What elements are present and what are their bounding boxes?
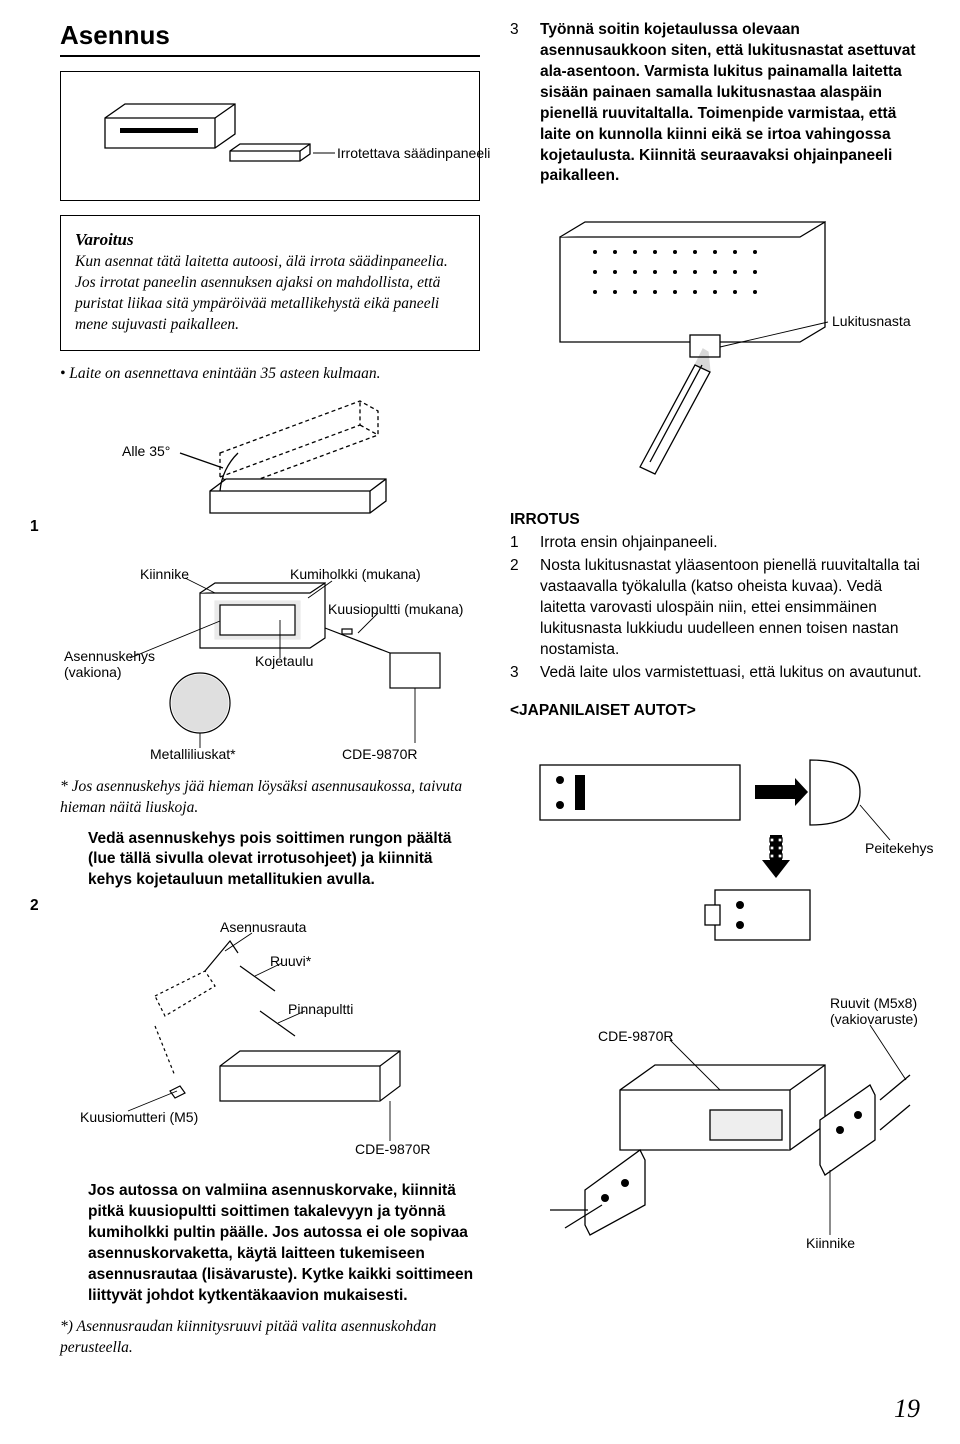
label-metalliliuskat: Metalliliuskat*: [150, 746, 236, 762]
label-kojetaulu: Kojetaulu: [255, 653, 313, 669]
angle-bullet: • Laite on asennettava enintään 35 astee…: [60, 365, 480, 383]
label-kuusiomutteri: Kuusiomutteri (M5): [80, 1109, 198, 1125]
angle-diagram-svg: [60, 393, 460, 553]
label-ruuvi: Ruuvi*: [270, 953, 311, 969]
removal-2-text: Nosta lukitusnastat yläasentoon pienellä…: [540, 556, 930, 661]
label-model2: CDE-9870R: [355, 1141, 430, 1157]
faceplate-diagram-svg: [75, 86, 475, 186]
label-kiinnike2: Kiinnike: [806, 1235, 855, 1251]
removal-1-text: Irrota ensin ohjainpaneeli.: [540, 533, 718, 554]
removal-step-2: 2 Nosta lukitusnastat yläasentoon pienel…: [510, 556, 930, 661]
step-3-text: Työnnä soitin kojetaulussa olevaan asenn…: [540, 20, 930, 187]
step-3: 3 Työnnä soitin kojetaulussa olevaan ase…: [510, 20, 930, 187]
step-3-num: 3: [510, 20, 540, 187]
label-kuusiopultti: Kuusiopultti (mukana): [328, 601, 463, 617]
removal-3-num: 3: [510, 663, 540, 684]
removal-step-3: 3 Vedä laite ulos varmistettuasi, että l…: [510, 663, 930, 684]
removal-2-num: 2: [510, 556, 540, 661]
label-lukitusnasta: Lukitusnasta: [832, 313, 911, 329]
label-ruuvit: Ruuvit (M5x8) (vakiovaruste): [830, 995, 918, 1027]
label-peitekehys: Peitekehys: [865, 840, 933, 856]
note-star: * Jos asennuskehys jää hieman löysäksi a…: [60, 777, 480, 819]
label-model1: CDE-9870R: [342, 746, 417, 762]
removal-step-1: 1 Irrota ensin ohjainpaneeli.: [510, 533, 930, 554]
label-asennuskehys: Asennuskehys (vakiona): [64, 648, 155, 680]
bracket-diagram-svg: [60, 901, 480, 1171]
note-star-2: *) Asennusraudan kiinnitysruuvi pitää va…: [60, 1317, 480, 1359]
label-pinnapultti: Pinnapultti: [288, 1001, 353, 1017]
step-2-marker: 2: [30, 897, 39, 915]
label-kiinnike: Kiinnike: [140, 566, 189, 582]
warning-heading: Varoitus: [75, 230, 465, 250]
label-kumiholkki: Kumiholkki (mukana): [290, 566, 421, 582]
step-1-marker: 1: [30, 518, 39, 536]
lockpin-diagram-svg: [510, 207, 930, 497]
warning-box: Varoitus Kun asennat tätä laitetta autoo…: [60, 215, 480, 351]
diagram-box-faceplate: Irrotettava säädinpaneeli: [60, 71, 480, 201]
label-asennusrauta: Asennusrauta: [220, 919, 306, 935]
warning-text: Kun asennat tätä laitetta autoosi, älä i…: [75, 252, 465, 336]
removal-3-text: Vedä laite ulos varmistettuasi, että luk…: [540, 663, 922, 684]
removal-1-num: 1: [510, 533, 540, 554]
japanese-heading: <JAPANILAISET AUTOT>: [510, 702, 930, 720]
bold-para-1: Vedä asennuskehys pois soittimen rungon …: [60, 829, 480, 892]
bold-para-2: Jos autossa on valmiina asennuskorvake, …: [60, 1181, 480, 1307]
section-title: Asennus: [60, 20, 480, 57]
page-number: 19: [894, 1394, 920, 1424]
removal-heading: IRROTUS: [510, 511, 930, 529]
angle-label: Alle 35°: [122, 443, 170, 459]
label-model3: CDE-9870R: [598, 1028, 673, 1044]
faceplate-label: Irrotettava säädinpaneeli: [337, 145, 490, 161]
